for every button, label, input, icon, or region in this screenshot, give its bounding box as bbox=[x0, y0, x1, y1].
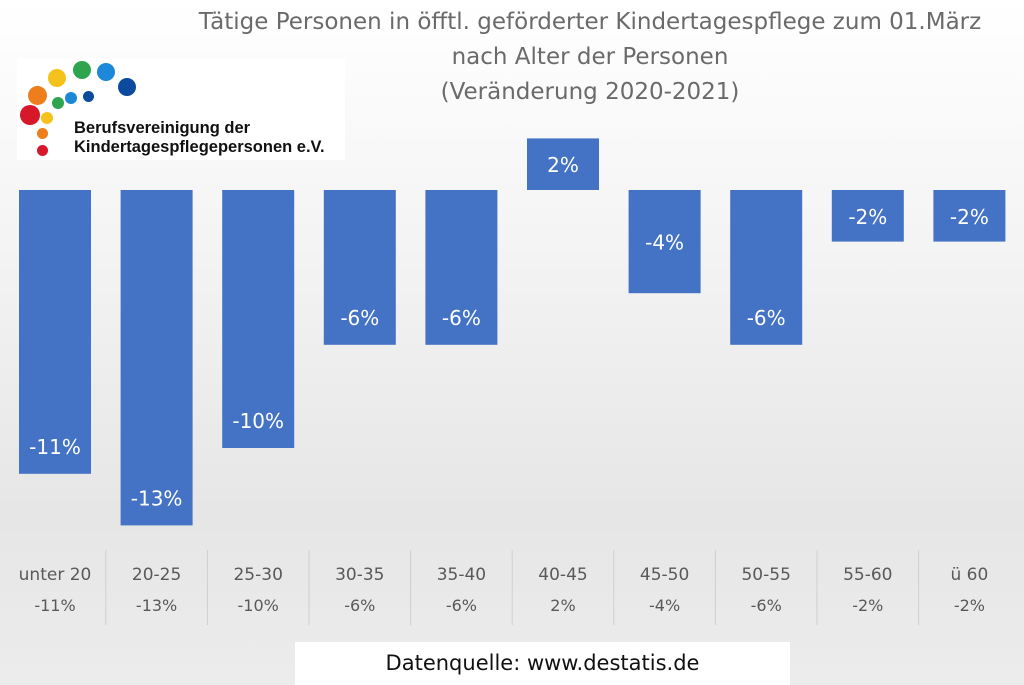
category-label: 25-30 bbox=[233, 565, 282, 585]
bar-35-40 bbox=[425, 190, 498, 345]
table-value-label: -10% bbox=[238, 596, 279, 615]
data-label: -11% bbox=[29, 435, 81, 459]
category-label: 45-50 bbox=[640, 565, 689, 585]
title-line-2: nach Alter der Personen bbox=[451, 44, 729, 70]
category-label: 35-40 bbox=[437, 565, 486, 585]
data-label: -6% bbox=[747, 306, 786, 330]
data-label: -2% bbox=[950, 205, 989, 229]
data-label: -10% bbox=[232, 409, 284, 433]
bar-40-45 bbox=[527, 138, 599, 190]
category-label: 55-60 bbox=[843, 565, 892, 585]
category-label: ü 60 bbox=[950, 565, 988, 585]
table-value-label: -13% bbox=[136, 596, 177, 615]
table-value-label: -11% bbox=[34, 596, 75, 615]
bar-55-60 bbox=[831, 190, 904, 242]
data-label: 2% bbox=[547, 153, 579, 177]
bar-unter 20 bbox=[19, 190, 91, 474]
bar-50-55 bbox=[730, 190, 803, 345]
data-label: -4% bbox=[645, 231, 684, 255]
bar-30-35 bbox=[323, 190, 396, 345]
chart-title: Tätige Personen in öfftl. geförderter Ki… bbox=[160, 5, 1020, 110]
data-label: -13% bbox=[131, 486, 183, 510]
table-value-label: -6% bbox=[344, 596, 375, 615]
bar-45-50 bbox=[628, 190, 701, 294]
data-label: -6% bbox=[442, 306, 481, 330]
bar-20-25 bbox=[120, 190, 193, 526]
category-label: 20-25 bbox=[132, 565, 181, 585]
table-value-label: -6% bbox=[751, 596, 782, 615]
data-label: -2% bbox=[848, 205, 887, 229]
category-label: 50-55 bbox=[741, 565, 790, 585]
table-value-label: -6% bbox=[446, 596, 477, 615]
table-value-label: 2% bbox=[550, 596, 575, 615]
logo-text-line-1: Berufsvereinigung der bbox=[74, 119, 251, 137]
table-value-label: -4% bbox=[649, 596, 680, 615]
title-line-1: Tätige Personen in öfftl. geförderter Ki… bbox=[198, 9, 982, 35]
bar-25-30 bbox=[222, 190, 295, 448]
bar-ü 60 bbox=[933, 190, 1006, 242]
logo-text-line-2: Kindertagespflegepersonen e.V. bbox=[74, 138, 325, 156]
table-value-label: -2% bbox=[852, 596, 883, 615]
category-label: 40-45 bbox=[538, 565, 587, 585]
source-note: Datenquelle: www.destatis.de bbox=[295, 642, 790, 685]
title-line-3: (Veränderung 2020-2021) bbox=[440, 79, 740, 105]
category-label: 30-35 bbox=[335, 565, 384, 585]
table-value-label: -2% bbox=[954, 596, 985, 615]
data-label: -6% bbox=[340, 306, 379, 330]
logo: Berufsvereinigung der Kindertagespflegep… bbox=[17, 58, 345, 160]
category-label: unter 20 bbox=[19, 565, 92, 585]
